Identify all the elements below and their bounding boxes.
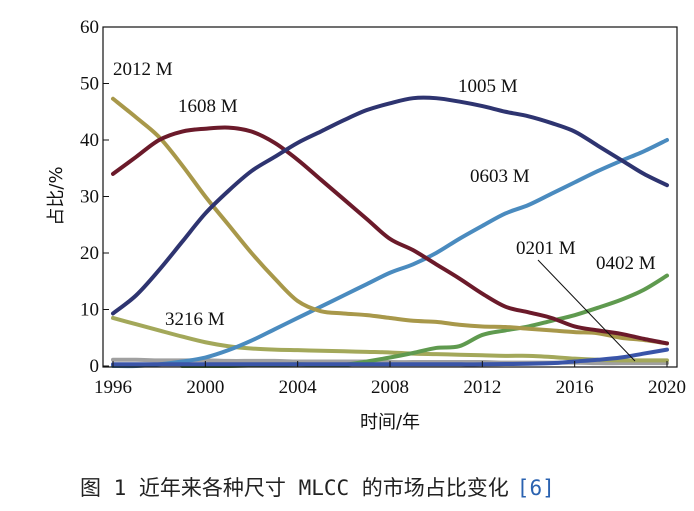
caption-text: 图 1 近年来各种尺寸 MLCC 的市场占比变化 xyxy=(80,476,509,500)
y-tick-label: 40 xyxy=(80,130,99,151)
y-tick-label: 60 xyxy=(80,17,99,38)
caption-reference[interactable]: [6] xyxy=(517,476,555,500)
y-tick-label: 0 xyxy=(90,356,100,377)
label-3216m: 3216 M xyxy=(165,309,225,330)
y-tick-label: 10 xyxy=(80,300,99,321)
series-line-1005m xyxy=(111,95,669,316)
label-0201m: 0201 M xyxy=(516,238,576,259)
series-line-3216m xyxy=(111,315,669,363)
x-tick-label: 2000 xyxy=(186,377,224,398)
series-line-0603m xyxy=(111,138,669,369)
x-tick-label: 1996 xyxy=(94,377,132,398)
x-tick-label: 2004 xyxy=(279,377,318,398)
x-tick-label: 2020 xyxy=(648,377,686,398)
label-0201m-leader xyxy=(537,259,636,362)
series-labels: 2012 M 1608 M 1005 M 0603 M 0201 M 0402 … xyxy=(113,59,656,362)
label-0603m: 0603 M xyxy=(470,166,530,187)
y-axis-label: 占比/% xyxy=(46,166,67,225)
x-tick-label: 2016 xyxy=(556,377,594,398)
label-0402m: 0402 M xyxy=(596,253,656,274)
x-axis-label: 时间/年 xyxy=(360,412,420,433)
x-tick-label: 2012 xyxy=(463,377,501,398)
x-tick-label: 2008 xyxy=(371,377,409,398)
series-line-1608m xyxy=(111,125,669,346)
figure-caption: 图 1 近年来各种尺寸 MLCC 的市场占比变化 [6] xyxy=(80,476,555,500)
y-tick-label: 50 xyxy=(80,74,99,95)
axes: 0 10 20 30 40 50 60 1996 2000 2004 2008 2012 2016 202… xyxy=(80,17,686,398)
y-tick-label: 30 xyxy=(80,187,99,208)
label-2012m: 2012 M xyxy=(113,59,173,80)
y-tick-label: 20 xyxy=(80,243,99,264)
label-1005m: 1005 M xyxy=(458,76,518,97)
label-1608m: 1608 M xyxy=(178,96,238,117)
series-line-2012m xyxy=(111,96,669,346)
